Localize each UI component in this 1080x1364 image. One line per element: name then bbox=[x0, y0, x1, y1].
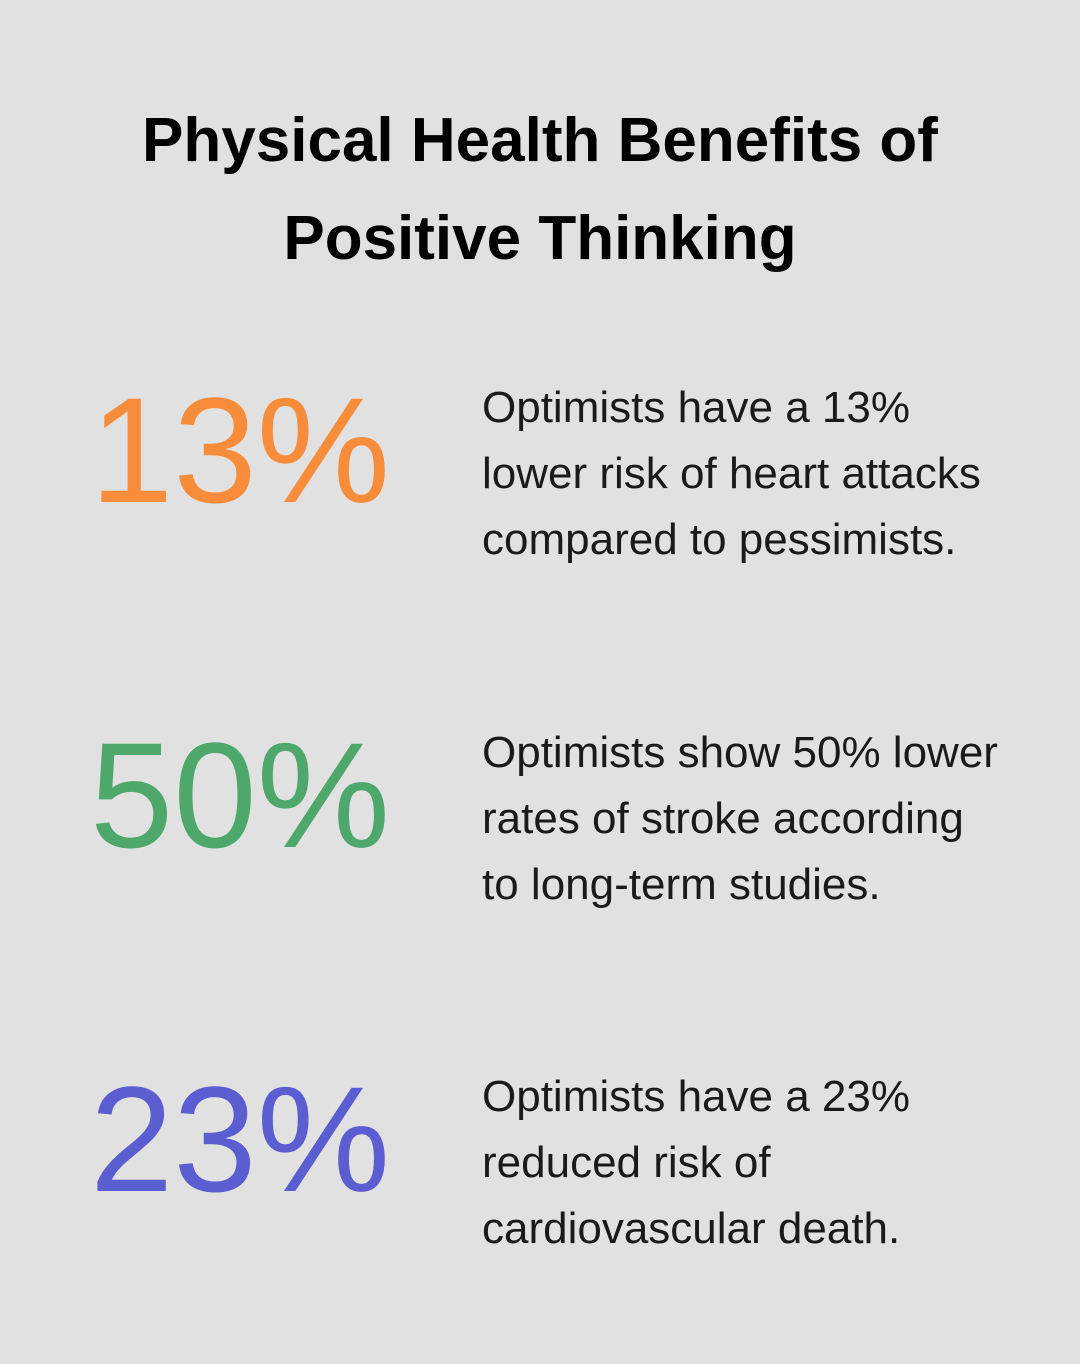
stat-item: 23% Optimists have a 23% reduced risk of… bbox=[0, 1055, 1080, 1364]
stat-value: 23% bbox=[89, 1055, 391, 1223]
stat-description: Optimists have a 23% reduced risk of car… bbox=[482, 1072, 910, 1253]
stat-item: 50% Optimists show 50% lower rates of st… bbox=[0, 711, 1080, 1020]
stat-item: 13% Optimists have a 13% lower risk of h… bbox=[0, 366, 1080, 675]
title: Physical Health Benefits of Positive Thi… bbox=[142, 106, 938, 273]
stat-description: Optimists have a 13% lower risk of heart… bbox=[482, 383, 981, 564]
stat-value: 13% bbox=[89, 366, 391, 534]
stat-description: Optimists show 50% lower rates of stroke… bbox=[482, 728, 998, 909]
stat-value: 50% bbox=[89, 711, 391, 879]
